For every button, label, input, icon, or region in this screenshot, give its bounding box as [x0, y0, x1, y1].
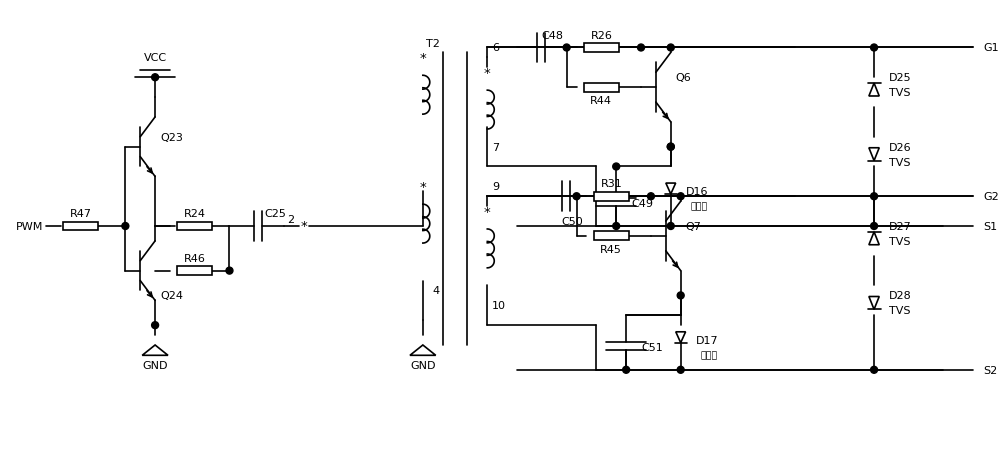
Polygon shape — [869, 297, 879, 310]
Text: G1: G1 — [983, 43, 999, 53]
Text: TVS: TVS — [889, 157, 910, 167]
Text: D17: D17 — [696, 335, 718, 345]
Text: 2: 2 — [287, 215, 294, 225]
Text: G2: G2 — [983, 192, 999, 202]
Circle shape — [613, 223, 620, 230]
Bar — [594, 232, 629, 241]
Circle shape — [623, 367, 630, 373]
Circle shape — [677, 292, 684, 299]
Bar — [177, 267, 212, 276]
Circle shape — [647, 193, 654, 200]
Text: D26: D26 — [889, 143, 912, 152]
Text: PWM: PWM — [16, 221, 44, 231]
Polygon shape — [676, 332, 686, 343]
Circle shape — [871, 45, 878, 52]
Circle shape — [573, 193, 580, 200]
Text: R31: R31 — [600, 179, 622, 189]
Bar — [63, 222, 98, 231]
Text: GND: GND — [142, 360, 168, 370]
Text: C25: C25 — [264, 209, 286, 219]
Circle shape — [122, 223, 129, 230]
Polygon shape — [410, 345, 436, 355]
Text: *: * — [419, 52, 426, 65]
Polygon shape — [869, 232, 879, 245]
Circle shape — [638, 45, 644, 52]
Text: *: * — [484, 67, 491, 80]
Text: C51: C51 — [641, 342, 663, 352]
Text: C50: C50 — [562, 216, 583, 226]
Text: R45: R45 — [600, 244, 622, 254]
Text: C48: C48 — [542, 31, 564, 41]
Circle shape — [613, 164, 620, 170]
Text: TVS: TVS — [889, 306, 910, 316]
Text: *: * — [419, 180, 426, 193]
Circle shape — [677, 367, 684, 373]
Text: C49: C49 — [631, 199, 653, 209]
Text: 10: 10 — [492, 301, 506, 311]
Circle shape — [667, 223, 674, 230]
Text: 稳压管: 稳压管 — [691, 202, 708, 211]
Text: D25: D25 — [889, 73, 912, 83]
Text: Q23: Q23 — [160, 133, 183, 143]
Text: T2: T2 — [426, 38, 440, 48]
Text: D16: D16 — [686, 187, 708, 197]
Circle shape — [152, 322, 159, 329]
Circle shape — [667, 144, 674, 151]
Circle shape — [871, 193, 878, 200]
Text: TVS: TVS — [889, 236, 910, 246]
Text: Q7: Q7 — [686, 221, 702, 231]
Circle shape — [226, 267, 233, 275]
Text: R44: R44 — [590, 96, 612, 106]
Text: D27: D27 — [889, 221, 912, 231]
Polygon shape — [142, 345, 168, 355]
Text: R47: R47 — [70, 209, 92, 219]
Text: S2: S2 — [983, 365, 997, 375]
Polygon shape — [869, 148, 879, 161]
Text: S1: S1 — [983, 221, 997, 231]
Circle shape — [667, 144, 674, 151]
Circle shape — [667, 45, 674, 52]
Text: 9: 9 — [492, 182, 499, 192]
Text: 7: 7 — [492, 143, 499, 152]
Text: R24: R24 — [184, 209, 206, 219]
Bar — [594, 193, 629, 201]
Text: 稳压管: 稳压管 — [701, 350, 718, 359]
Bar — [177, 222, 212, 231]
Text: 4: 4 — [433, 286, 440, 296]
Circle shape — [871, 223, 878, 230]
Bar — [584, 83, 619, 92]
Circle shape — [871, 367, 878, 373]
Polygon shape — [666, 184, 676, 194]
Circle shape — [563, 45, 570, 52]
Text: Q24: Q24 — [160, 291, 183, 301]
Text: *: * — [484, 205, 491, 218]
Circle shape — [677, 193, 684, 200]
Polygon shape — [869, 84, 879, 97]
Text: VCC: VCC — [144, 53, 167, 63]
Bar — [584, 44, 619, 53]
Text: R26: R26 — [590, 31, 612, 41]
Text: 6: 6 — [492, 43, 499, 53]
Text: Q6: Q6 — [676, 73, 691, 83]
Text: TVS: TVS — [889, 88, 910, 98]
Circle shape — [152, 74, 159, 82]
Text: GND: GND — [410, 360, 436, 370]
Text: D28: D28 — [889, 291, 912, 301]
Text: R46: R46 — [184, 253, 206, 263]
Text: *: * — [300, 220, 307, 233]
